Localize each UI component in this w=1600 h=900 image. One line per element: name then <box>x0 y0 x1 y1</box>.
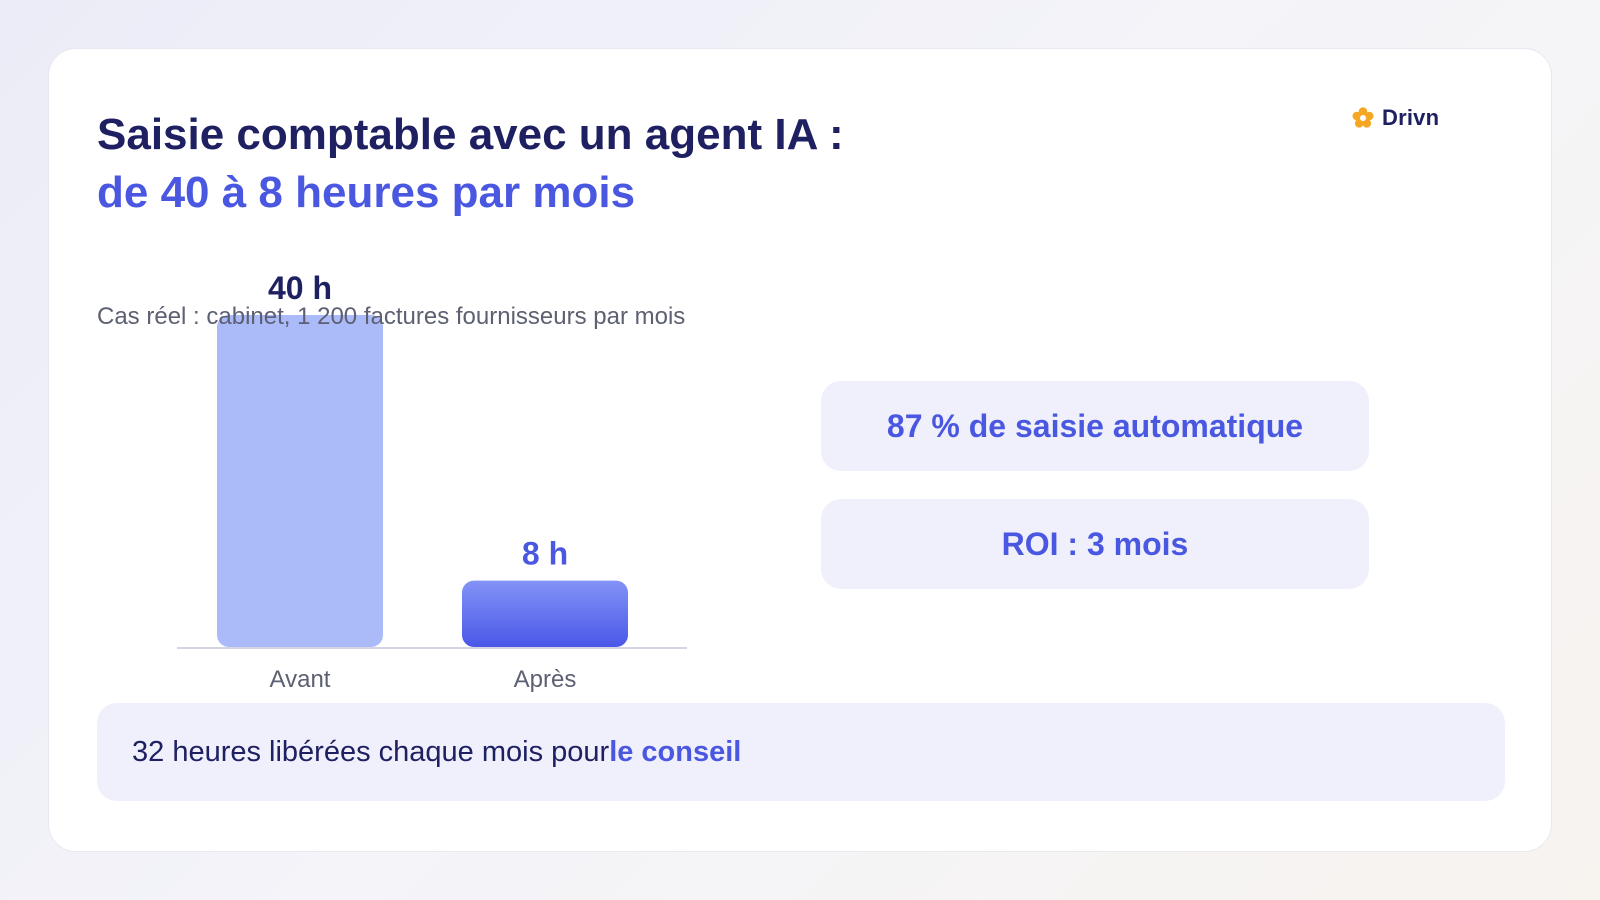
bar-value-label-1: 8 h <box>522 536 568 572</box>
bar-value-label-0: 40 h <box>268 270 332 306</box>
footer-text: 32 heures libérées chaque mois pour <box>132 735 610 768</box>
bar-1 <box>462 580 628 647</box>
logo-text: Drivn <box>1382 105 1440 130</box>
brand-logo: Drivn <box>1350 105 1439 131</box>
metric-roi: ROI : 3 mois <box>821 499 1369 589</box>
metric-automation: 87 % de saisie automatique <box>821 381 1369 471</box>
footer-highlight: le conseil <box>609 735 742 768</box>
chart-subtitle: Cas réel : cabinet, 1 200 factures fourn… <box>97 303 686 330</box>
page-title-highlight: de 40 à 8 heures par mois <box>97 168 636 217</box>
bar-0 <box>217 315 383 647</box>
slide-card: Saisie comptable avec un agent IA : de 4… <box>48 48 1552 852</box>
flower-icon <box>1352 107 1374 128</box>
page-title: Saisie comptable avec un agent IA : <box>97 110 844 159</box>
footer-banner: 32 heures libérées chaque mois pour le c… <box>97 703 1505 801</box>
x-tick-label-0: Avant <box>270 666 331 693</box>
x-tick-label-1: Après <box>514 666 577 693</box>
